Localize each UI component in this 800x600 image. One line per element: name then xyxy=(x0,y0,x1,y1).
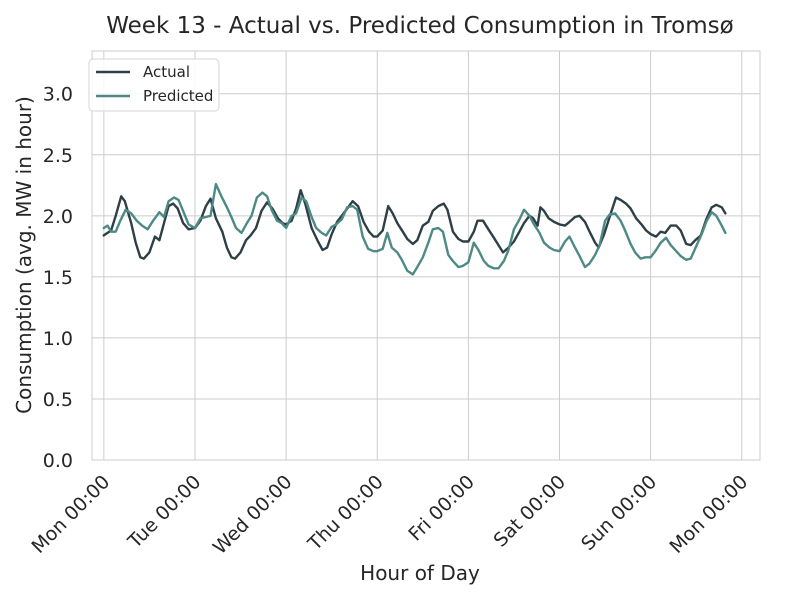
y-tick-label: 2.5 xyxy=(43,145,73,167)
y-tick-label: 3.0 xyxy=(43,84,73,106)
grid xyxy=(92,51,760,461)
legend-label-predicted: Predicted xyxy=(143,87,213,105)
legend-label-actual: Actual xyxy=(143,63,190,81)
plot-frame xyxy=(91,50,761,461)
series-line-actual xyxy=(102,189,727,260)
y-axis-label: Consumption (avg. MW in hour) xyxy=(12,96,36,414)
y-tick-label: 0.0 xyxy=(43,450,73,472)
y-tick-label: 1.5 xyxy=(43,267,73,289)
series-line-predicted xyxy=(102,182,727,276)
legend: Actual Predicted xyxy=(88,58,220,112)
y-tick-label: 1.0 xyxy=(43,328,73,350)
y-tick-label: 0.5 xyxy=(43,389,73,411)
series-layer xyxy=(102,182,727,276)
x-axis-label: Hour of Day xyxy=(360,561,480,585)
chart-title: Week 13 - Actual vs. Predicted Consumpti… xyxy=(106,13,733,39)
y-tick-label: 2.0 xyxy=(43,206,73,228)
